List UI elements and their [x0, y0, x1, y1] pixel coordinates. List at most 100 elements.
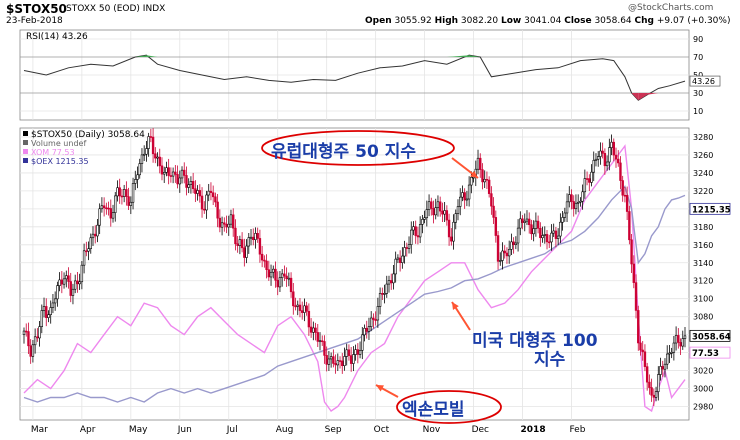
candle	[367, 317, 371, 340]
candle-body	[574, 202, 578, 210]
candle	[421, 214, 424, 234]
candle-body	[623, 194, 627, 197]
oex-line	[23, 185, 686, 403]
x-tick-label: Aug	[276, 425, 294, 435]
candle-body	[145, 148, 148, 155]
candle-body	[142, 153, 146, 156]
candle-body	[430, 201, 433, 209]
candle	[677, 328, 680, 349]
candle-body	[679, 342, 682, 347]
candle-body	[487, 179, 491, 194]
candle	[149, 128, 153, 143]
candle-body	[570, 194, 573, 202]
candle	[492, 197, 495, 224]
candle	[45, 298, 48, 327]
candle	[211, 185, 215, 206]
y-tick-label: 3220	[693, 187, 713, 196]
candle-body	[356, 349, 360, 355]
candle-body	[183, 169, 186, 176]
candle	[530, 219, 533, 240]
candle	[619, 156, 622, 190]
candle	[220, 216, 224, 236]
candle-body	[539, 227, 542, 239]
x-tick-label: Nov	[423, 425, 441, 435]
candle-body	[225, 223, 228, 228]
x-tick-label: Feb	[569, 425, 585, 435]
y-tick-label: 3120	[693, 277, 713, 286]
chart-date: 23-Feb-2018	[6, 16, 63, 26]
candle	[565, 193, 569, 222]
candle	[62, 272, 66, 289]
candle-body	[392, 273, 395, 284]
candle	[363, 324, 366, 342]
candle-body	[151, 136, 155, 155]
y-tick-label: 3180	[693, 223, 713, 232]
candle	[438, 196, 442, 217]
candle-body	[463, 192, 466, 201]
candle-body	[459, 196, 462, 207]
candle	[341, 352, 344, 374]
candle-body	[325, 355, 328, 365]
candle	[276, 271, 279, 296]
candle	[534, 212, 538, 237]
candle	[541, 226, 544, 243]
y-tick-label: 3000	[693, 385, 713, 394]
candle	[614, 147, 618, 168]
y-tick-label: 3020	[693, 367, 713, 376]
x-tick-label: Jun	[177, 425, 192, 435]
candle	[312, 321, 315, 341]
candle-body	[519, 218, 522, 229]
candle	[679, 338, 682, 355]
candle-body	[303, 305, 306, 313]
candle	[94, 225, 97, 244]
candle-body	[343, 356, 346, 367]
candle-body	[296, 304, 299, 307]
candle-body	[648, 381, 651, 388]
candle-body	[512, 241, 515, 245]
candle-body	[445, 210, 449, 221]
candle-body	[643, 351, 647, 367]
candle	[659, 357, 662, 381]
candle-body	[476, 157, 480, 170]
candle	[165, 161, 168, 177]
candle-body	[318, 340, 322, 343]
candle-body	[559, 221, 562, 237]
rsi-label: RSI(14) 43.26	[26, 32, 88, 42]
candle	[323, 335, 326, 364]
candle-body	[22, 330, 26, 335]
candle-body	[269, 271, 273, 278]
candle-body	[461, 192, 464, 198]
candle-body	[410, 229, 413, 245]
candle	[358, 341, 362, 359]
candle	[476, 149, 480, 175]
candle	[568, 186, 571, 208]
candle	[416, 226, 420, 245]
candle	[287, 272, 291, 287]
candle	[285, 267, 288, 287]
candle-body	[100, 205, 104, 210]
low-label: Low	[501, 16, 522, 26]
y-tick-label: 3240	[693, 169, 713, 178]
candle-body	[405, 247, 409, 249]
candle	[381, 287, 384, 301]
candle	[643, 344, 647, 372]
candle-body	[619, 162, 622, 181]
candle-body	[441, 210, 444, 215]
candle	[33, 328, 37, 354]
candle-body	[45, 306, 48, 318]
candle-body	[31, 344, 35, 357]
x-tick-label: Oct	[374, 425, 390, 435]
candle-body	[523, 220, 526, 223]
candle-body	[394, 258, 397, 275]
candle-body	[369, 317, 373, 327]
candle	[343, 347, 346, 371]
candle	[283, 265, 286, 282]
rsi-tick-label: 50	[693, 71, 703, 80]
candle-body	[78, 281, 81, 285]
stockcharts-credit: @StockCharts.com	[628, 3, 714, 13]
candle	[129, 196, 133, 215]
candle-body	[579, 200, 582, 203]
candle-body	[278, 277, 282, 288]
candle-body	[36, 336, 39, 339]
candle-body	[447, 219, 451, 238]
